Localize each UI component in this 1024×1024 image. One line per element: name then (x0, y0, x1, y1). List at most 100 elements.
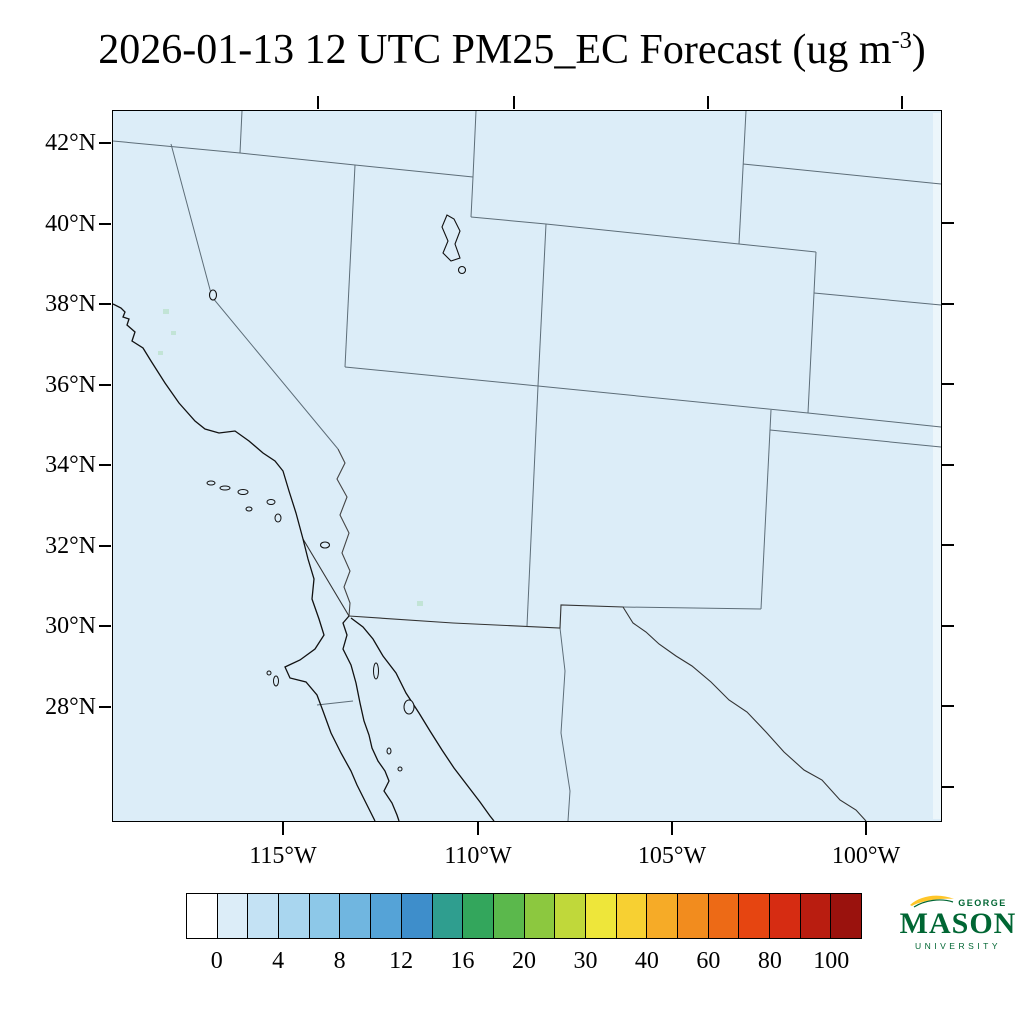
gmu-swoosh-icon (910, 895, 955, 908)
gmu-logo: GEORGE MASON UNIVERSITY (896, 892, 1020, 951)
logo-george-text: GEORGE (958, 898, 1007, 908)
y-tick-label: 36°N (45, 371, 96, 398)
colorbar-tick-label: 20 (512, 948, 536, 974)
right-tick (941, 463, 954, 466)
border-california-nevada (170, 143, 339, 450)
lakes (208, 214, 467, 549)
colorbar-segment (585, 894, 617, 938)
colorbar-segment (831, 894, 862, 938)
y-tick (99, 383, 111, 386)
y-tick-label: 30°N (45, 613, 96, 640)
colorbar-segment (678, 894, 709, 938)
border-nevada-utah (344, 164, 356, 368)
right-tick (941, 544, 954, 546)
border-california-mexico (302, 538, 350, 617)
colorbar-segment (217, 894, 249, 938)
x-tick (671, 822, 673, 835)
top-tick (707, 96, 709, 109)
pacific-baja-coast (113, 303, 376, 821)
border-37n (344, 366, 941, 428)
x-tick (477, 822, 479, 835)
top-tick (901, 96, 903, 109)
colorbar-segment (248, 894, 280, 938)
islands (206, 480, 415, 772)
y-tick (99, 544, 111, 547)
y-tick (99, 625, 111, 628)
colorbar-tick-label: 60 (696, 948, 721, 974)
low-value-band (933, 113, 941, 819)
border-texas-newmexico-south (622, 606, 762, 610)
y-tick (99, 142, 111, 144)
colorbar-segment (708, 894, 740, 938)
colorbar-segment (371, 894, 402, 938)
top-tick (317, 96, 319, 109)
colorbar-segment (187, 894, 218, 938)
border-riogrande (348, 604, 867, 821)
map-panel (112, 110, 942, 822)
colorbar-segment (340, 894, 372, 938)
border-texas-oklahoma (769, 429, 941, 448)
y-tick-label: 32°N (45, 532, 96, 559)
border-southdakota-nebraska (742, 163, 941, 185)
border-oregon-idaho (239, 111, 243, 154)
great-salt-lake (441, 214, 461, 262)
colorbar (186, 893, 862, 939)
border-california-arizona-river (336, 448, 351, 617)
border-wyoming-east (738, 111, 747, 245)
salton-sea (319, 541, 331, 549)
state-borders (113, 111, 941, 821)
colorbar-segment (770, 894, 801, 938)
title-superscript: -3 (891, 27, 912, 54)
sonora-coast (350, 617, 495, 821)
colorbar-tick-label: 12 (389, 948, 414, 974)
colorbar-tick-label: 0 (210, 948, 223, 974)
y-tick-label: 28°N (45, 693, 96, 720)
colorbar-tick-label: 40 (634, 948, 659, 974)
colorbar-segment (309, 894, 341, 938)
y-tick (99, 705, 111, 708)
border-42n (113, 140, 474, 178)
logo-university-text: UNIVERSITY (914, 941, 1001, 951)
x-tick-label: 115°W (249, 843, 317, 869)
border-colorado-kansas (807, 251, 817, 414)
utah-lake (457, 265, 467, 275)
x-tick (282, 822, 284, 835)
y-tick (99, 303, 111, 306)
colorbar-segment (739, 894, 771, 938)
border-nebraska-kansas (813, 292, 941, 306)
y-tick-label: 34°N (45, 452, 96, 479)
y-tick (99, 222, 111, 225)
y-tick (99, 464, 111, 467)
border-utah-wyoming (470, 111, 477, 218)
colorbar-segment (463, 894, 494, 938)
right-tick (941, 302, 954, 305)
colorbar-tick-label: 30 (573, 948, 598, 974)
border-sonora-chihuahua (559, 627, 571, 821)
colorbar-segment (401, 894, 433, 938)
colorbar-tick-label: 80 (757, 948, 782, 974)
title-close: ) (911, 27, 926, 73)
right-tick (941, 785, 954, 788)
y-tick-label: 40°N (45, 210, 96, 237)
colorbar-segment (279, 894, 310, 938)
border-baja-28n (316, 700, 354, 706)
border-oklahoma-newmexico (769, 409, 772, 431)
x-tick (865, 822, 867, 835)
border-arizona-newmexico (526, 385, 539, 627)
right-tick (941, 222, 954, 224)
colorbar-segment (524, 894, 556, 938)
top-tick (513, 96, 515, 109)
lake-tahoe (208, 289, 218, 301)
colorbar-segment (493, 894, 525, 938)
colorbar-segment (555, 894, 586, 938)
y-tick-label: 38°N (45, 291, 96, 318)
border-colorado-nebraska (738, 243, 817, 253)
colorbar-segment (647, 894, 678, 938)
pm-speckles (158, 309, 423, 606)
x-tick-label: 100°W (831, 843, 901, 869)
colorbar-segment (616, 894, 648, 938)
colorbar-tick-label: 100 (813, 948, 850, 974)
baja-east-coast (342, 615, 400, 821)
colorbar-segment (432, 894, 464, 938)
